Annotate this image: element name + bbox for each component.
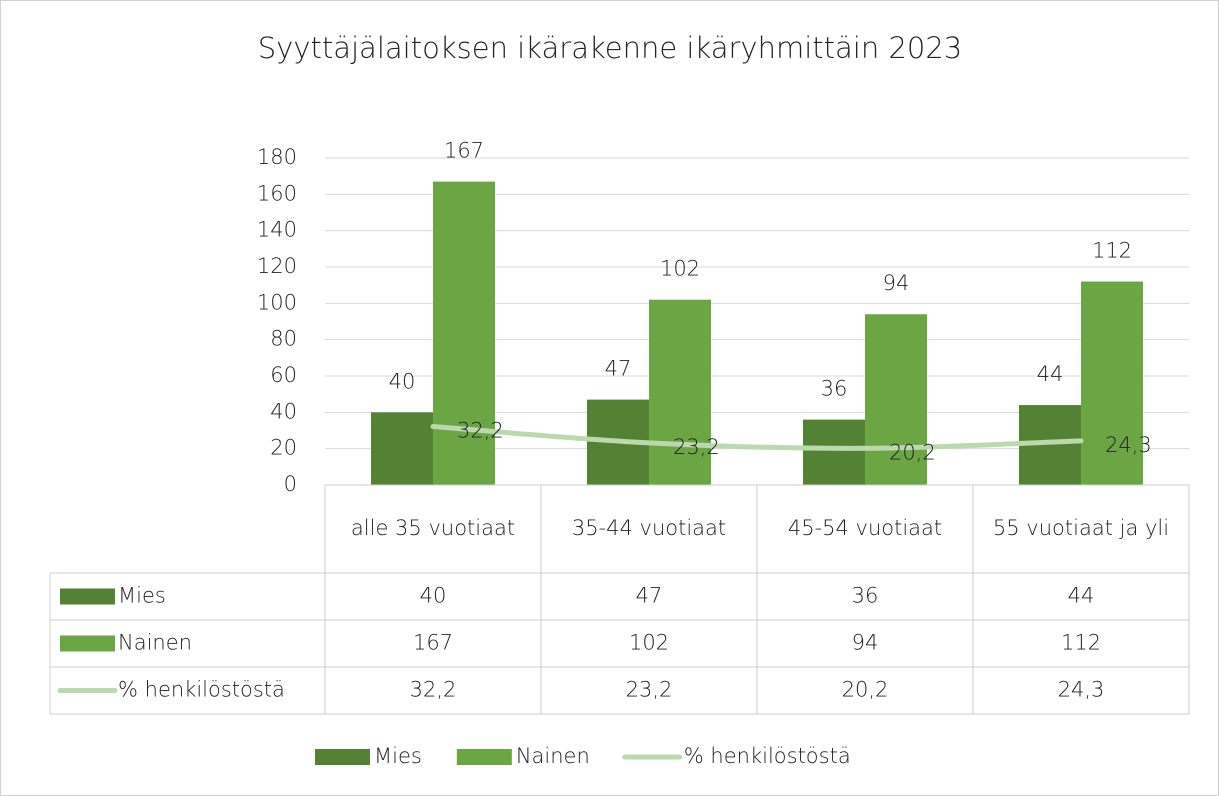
y-tick-label: 0	[284, 472, 297, 496]
data-label: 94	[883, 271, 910, 295]
chart-title: Syyttäjälaitoksen ikärakenne ikäryhmittä…	[258, 31, 963, 65]
y-tick-label: 60	[270, 363, 297, 387]
line-data-label: 24,3	[1105, 433, 1152, 457]
data-label: 167	[444, 139, 484, 163]
y-tick-label: 180	[257, 145, 297, 169]
legend-swatch	[315, 749, 370, 765]
x-tick-label: 55 vuotiaat ja yli	[993, 516, 1169, 540]
y-tick-label: 120	[257, 254, 297, 278]
legend-swatch	[60, 635, 115, 652]
bar	[649, 299, 711, 485]
table-cell: 167	[413, 631, 453, 655]
table-cell: 32,2	[410, 678, 457, 702]
y-tick-label: 40	[270, 399, 297, 423]
table-cell: 94	[852, 631, 879, 655]
line-data-label: 23,2	[673, 435, 720, 459]
data-label: 36	[821, 377, 848, 401]
y-tick-label: 80	[270, 327, 297, 351]
table-cell: 40	[420, 584, 447, 608]
table-cell: 47	[636, 584, 663, 608]
x-tick-label: 35-44 vuotiaat	[572, 516, 726, 540]
bar	[1081, 281, 1143, 485]
legend-label: Mies	[374, 744, 422, 768]
bar	[371, 412, 433, 485]
legend-label: Nainen	[516, 744, 590, 768]
bar	[803, 419, 865, 485]
table-row-header: Mies	[118, 584, 166, 608]
data-label: 102	[660, 257, 700, 281]
bar	[865, 314, 927, 485]
legend-swatch	[60, 588, 115, 605]
y-tick-label: 140	[257, 218, 297, 242]
x-tick-label: alle 35 vuotiaat	[351, 516, 515, 540]
table-row-header: % henkilöstöstä	[118, 678, 285, 702]
table-cell: 23,2	[626, 678, 673, 702]
x-tick-label: 45-54 vuotiaat	[788, 516, 942, 540]
table-cell: 102	[629, 631, 669, 655]
bar	[433, 181, 495, 485]
table-cell: 20,2	[842, 678, 889, 702]
data-label: 40	[389, 369, 416, 393]
table-cell: 44	[1068, 584, 1095, 608]
data-label: 112	[1092, 239, 1132, 263]
line	[430, 424, 1084, 451]
table-row-header: Nainen	[118, 631, 192, 655]
data-label: 47	[605, 357, 632, 381]
table-cell: 24,3	[1058, 678, 1105, 702]
legend-swatch	[456, 749, 512, 765]
y-tick-label: 20	[270, 436, 297, 460]
data-label: 44	[1037, 362, 1064, 386]
table-cell: 36	[852, 584, 879, 608]
y-tick-label: 160	[257, 181, 297, 205]
table-cell: 112	[1061, 631, 1101, 655]
legend-label: % henkilöstöstä	[684, 744, 851, 768]
line-data-label: 32,2	[457, 419, 504, 443]
line-data-label: 20,2	[889, 440, 936, 464]
y-tick-label: 100	[257, 290, 297, 314]
